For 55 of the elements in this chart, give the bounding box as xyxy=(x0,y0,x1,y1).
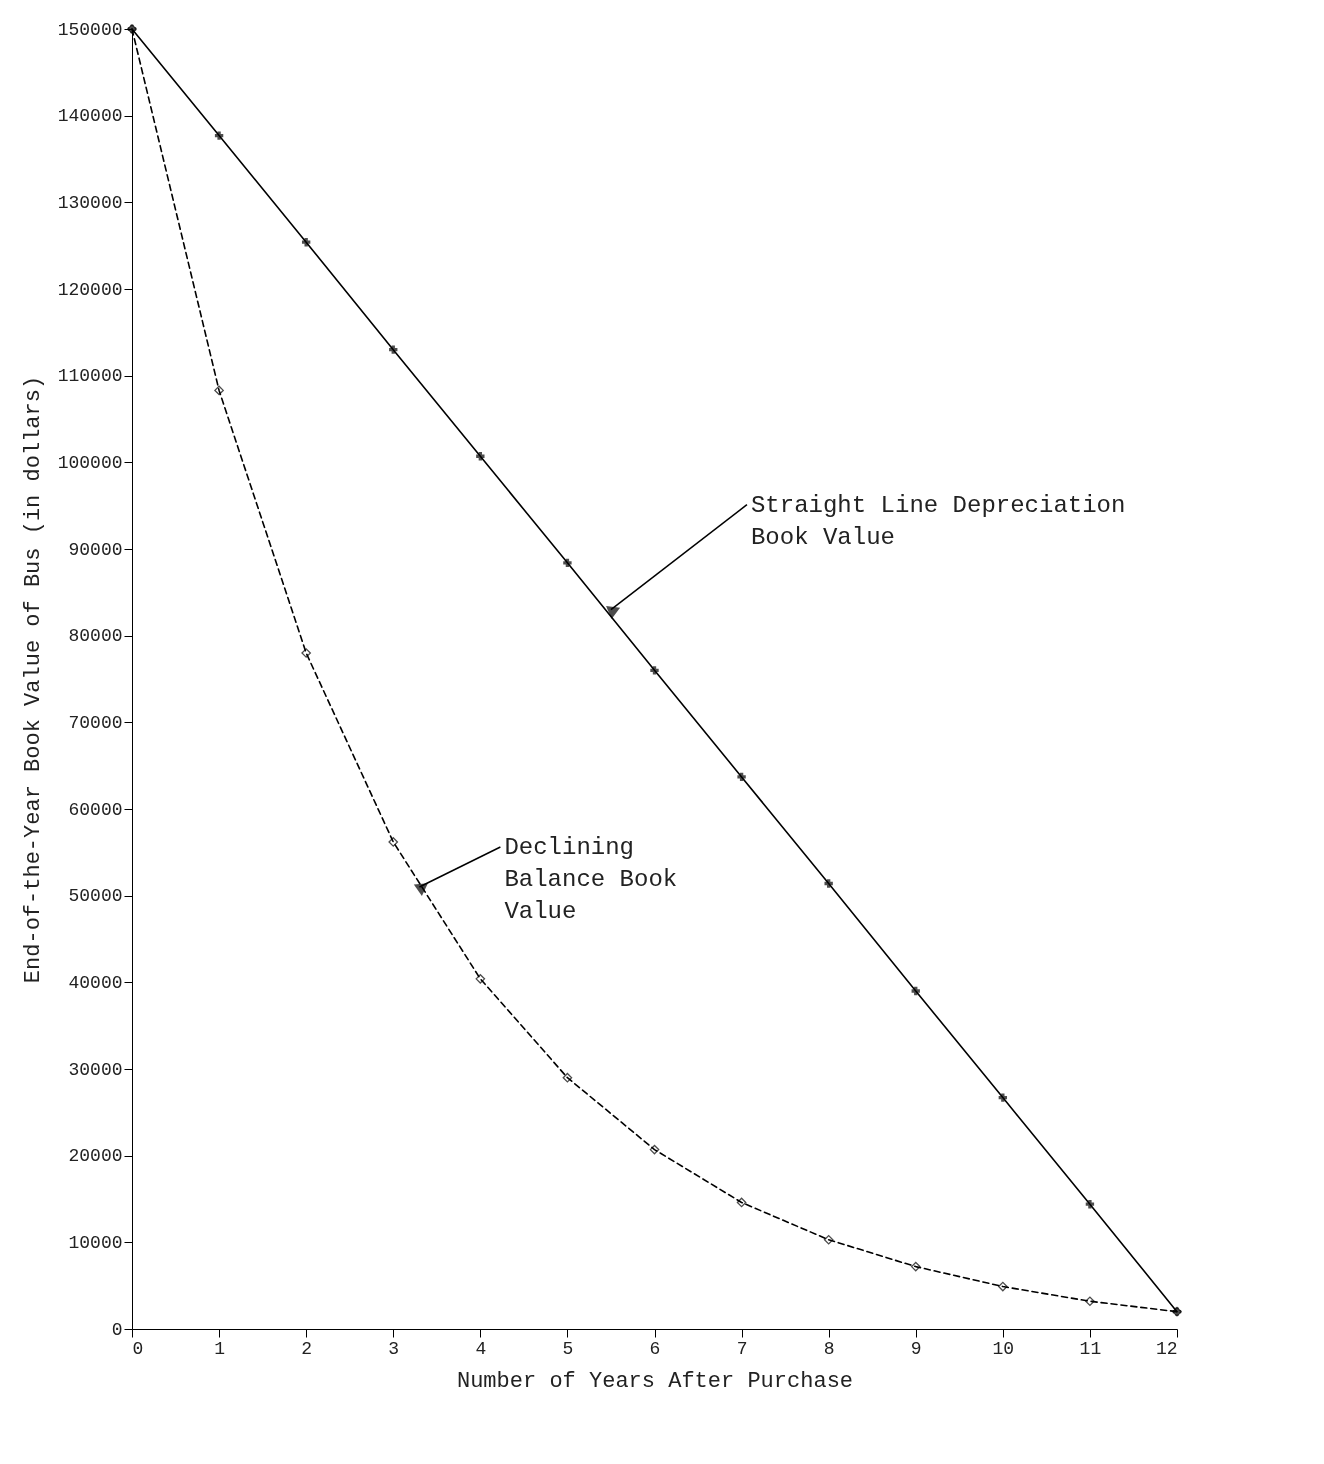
point xyxy=(736,1197,747,1208)
x-tick-label: 0 xyxy=(132,1338,144,1359)
point xyxy=(476,452,485,461)
y-tick-label: 90000 xyxy=(68,539,123,560)
y-tick-label: 30000 xyxy=(68,1059,123,1080)
point xyxy=(911,986,920,996)
x-tick-label: 11 xyxy=(1079,1338,1102,1359)
point xyxy=(650,666,659,675)
x-tick-label: 3 xyxy=(388,1338,400,1359)
point xyxy=(824,879,833,888)
x-tick-label: 2 xyxy=(301,1338,313,1359)
annotation: Straight Line Depreciation Book Value xyxy=(750,491,1126,551)
x-tick-label: 9 xyxy=(910,1338,922,1359)
y-tick-label: 60000 xyxy=(68,799,123,820)
point xyxy=(1085,1296,1095,1307)
point xyxy=(998,1093,1008,1102)
x-tick-label: 10 xyxy=(992,1338,1015,1359)
x-tick-label: 7 xyxy=(736,1338,748,1359)
point xyxy=(823,1234,834,1245)
y-tick-label: 80000 xyxy=(68,626,123,647)
point xyxy=(301,238,311,247)
y-tick-label: 110000 xyxy=(57,366,123,387)
y-tick-label: 120000 xyxy=(57,279,123,300)
y-tick-label: 140000 xyxy=(57,106,123,127)
point xyxy=(388,837,399,847)
point xyxy=(563,558,572,568)
y-tick-label: 40000 xyxy=(68,972,123,993)
x-tick-label: 5 xyxy=(562,1338,574,1359)
point xyxy=(389,345,398,354)
y-tick-label: 10000 xyxy=(68,1232,123,1253)
x-tick-label: 6 xyxy=(649,1338,661,1359)
point xyxy=(214,385,224,396)
x-tick-label: 4 xyxy=(475,1338,487,1359)
y-tick-label: 20000 xyxy=(68,1146,123,1167)
point xyxy=(649,1144,660,1155)
point xyxy=(214,131,224,140)
point xyxy=(301,648,311,658)
x-tick-label: 12 xyxy=(1155,1338,1178,1359)
point xyxy=(910,1261,921,1272)
point xyxy=(562,1072,573,1083)
y-tick-label: 150000 xyxy=(57,19,123,40)
y-tick-label: 70000 xyxy=(68,712,123,733)
point xyxy=(737,772,746,782)
point xyxy=(1085,1200,1095,1209)
y-axis-title: End-of-the-Year Book Value of Bus (in dollars) xyxy=(20,375,46,984)
y-tick-label: 100000 xyxy=(57,452,123,473)
x-tick-label: 1 xyxy=(214,1338,225,1359)
y-tick-label: 130000 xyxy=(57,192,123,213)
y-tick-label: 50000 xyxy=(68,886,123,907)
annotation: Declining Balance Book Value xyxy=(504,834,678,925)
x-tick-label: 8 xyxy=(823,1338,835,1359)
x-axis-title: Number of Years After Purchase xyxy=(456,1368,854,1394)
y-tick-label: 0 xyxy=(111,1319,123,1340)
point xyxy=(998,1281,1008,1292)
point xyxy=(475,974,486,984)
